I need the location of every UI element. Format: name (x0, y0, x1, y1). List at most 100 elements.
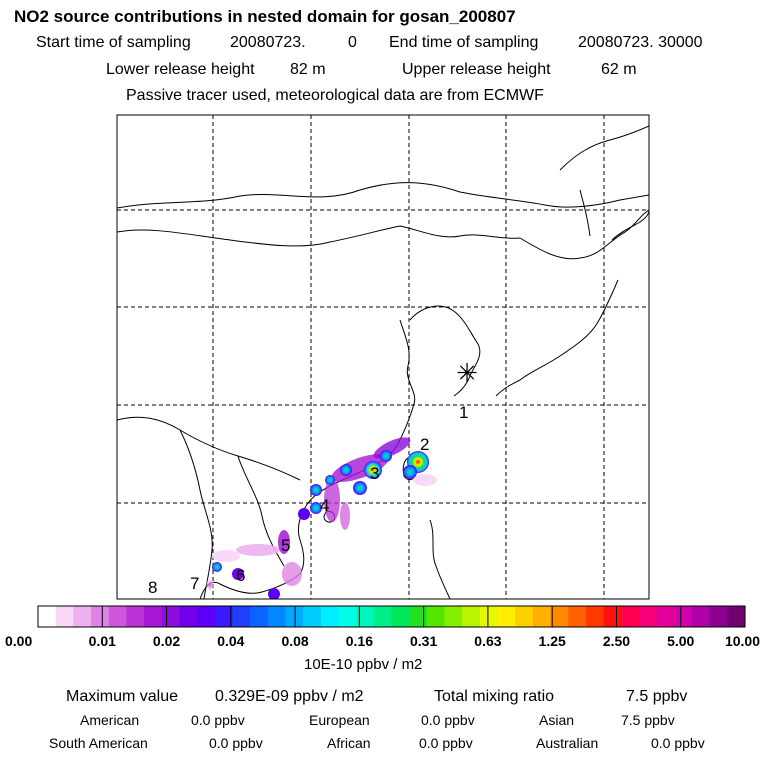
chart-title: NO2 source contributions in nested domai… (14, 7, 516, 26)
plume-blob (232, 568, 244, 580)
plume-hotspot (380, 450, 392, 462)
colorbar (37, 605, 746, 628)
colorbar-swatch (462, 606, 481, 627)
colorbar-swatch (497, 606, 516, 627)
border-tibet (117, 416, 301, 481)
colorbar-swatch (179, 606, 198, 627)
colorbar-swatch (108, 606, 127, 627)
colorbar-swatch (409, 606, 428, 627)
colorbar-swatch (479, 606, 499, 627)
region-value: 0.0 ppbv (421, 712, 475, 728)
max-value: 0.329E-09 ppbv / m2 (215, 688, 364, 705)
region-value: 0.0 ppbv (209, 735, 263, 751)
map-frame (116, 114, 650, 600)
japan-kyushu (495, 379, 521, 397)
colorbar-swatch (656, 606, 675, 627)
colorbar-tick-label: 5.00 (667, 633, 694, 649)
colorbar-swatch (303, 606, 322, 627)
colorbar-swatch (727, 606, 746, 627)
receptor-marker-icon: ✳ (456, 359, 478, 389)
colorbar-swatch (73, 606, 92, 627)
region-name: American (80, 712, 140, 728)
colorbar-swatch (356, 606, 375, 627)
plume-hotspot (310, 484, 322, 496)
source-label: 4 (320, 496, 329, 515)
plume-field (206, 437, 437, 599)
region-value: 0.0 ppbv (651, 735, 705, 751)
colorbar-swatch (250, 606, 269, 627)
source-label: 5 (281, 536, 290, 555)
plume-hotspot (298, 508, 310, 520)
colorbar-swatch (532, 606, 552, 627)
lat-lon-grid (117, 115, 649, 599)
total-mixing-value: 7.5 ppbv (626, 688, 688, 705)
japan-hokkaido (611, 209, 649, 241)
start-time-value: 20080723. (230, 34, 306, 51)
colorbar-swatch (550, 606, 569, 627)
colorbar-swatch (674, 606, 693, 627)
region-name: Asian (539, 712, 575, 728)
end-time-label: End time of sampling (389, 34, 539, 51)
japan-honshu (519, 279, 619, 381)
colorbar-tick-label: 0.08 (281, 633, 308, 649)
colorbar-swatch (144, 606, 163, 627)
colorbar-tick-label: 0.01 (89, 633, 116, 649)
plume-blob (212, 550, 240, 562)
coastline-north (117, 182, 649, 209)
plume-blob (268, 588, 280, 599)
colorbar-swatch (585, 606, 605, 627)
source-label: 1 (459, 403, 468, 422)
plume-blob (236, 544, 280, 556)
start-time-label: Start time of sampling (36, 34, 191, 51)
region-value: 0.0 ppbv (419, 735, 473, 751)
colorbar-swatch (285, 606, 304, 627)
source-label: 7 (190, 574, 199, 593)
plume-hotspot (325, 475, 335, 485)
coastline-korea (409, 305, 481, 397)
end-time-value: 20080723. 30000 (578, 34, 703, 51)
plume-blob (413, 474, 437, 486)
plume-blob (206, 579, 214, 591)
colorbar-swatch (267, 606, 286, 627)
colorbar-swatch (568, 606, 587, 627)
colorbar-swatch (373, 606, 392, 627)
lower-height-label: Lower release height (106, 61, 255, 78)
colorbar-swatch (232, 606, 251, 627)
colorbar-swatch (91, 606, 110, 627)
region-value: 0.0 ppbv (191, 712, 245, 728)
colorbar-swatch (161, 606, 180, 627)
colorbar-swatch (444, 606, 463, 627)
colorbar-unit-label: 10E-10 ppbv / m2 (304, 656, 423, 673)
region-name: South American (49, 735, 148, 751)
kamchatka (559, 125, 649, 171)
colorbar-swatch (320, 606, 339, 627)
plume-hotspot (310, 502, 322, 514)
colorbar-tick-label: 0.63 (474, 633, 501, 649)
colorbar-swatch (391, 606, 410, 627)
start-time-hour: 0 (348, 34, 357, 51)
colorbar-tick-label: 0.04 (217, 633, 244, 649)
plume-hotspot (353, 481, 367, 495)
region-name: African (327, 735, 371, 751)
max-value-label: Maximum value (66, 688, 179, 705)
border-mongolia (117, 225, 521, 247)
region-name: European (309, 712, 370, 728)
colorbar-ticks: 0.00 0.01 0.02 0.04 0.08 0.16 0.31 0.63 1.25 2.50… (5, 633, 760, 649)
plume-hotspot (340, 464, 352, 476)
source-label: 8 (148, 578, 157, 597)
colorbar-swatch (621, 606, 640, 627)
colorbar-swatch (426, 606, 446, 627)
upper-height-value: 62 m (601, 61, 637, 78)
colorbar-swatch (214, 606, 233, 627)
colorbar-tick-label: 0.31 (410, 633, 437, 649)
region-value: 7.5 ppbv (621, 712, 675, 728)
plume-hotspot (364, 461, 382, 479)
plume-hotspot (212, 562, 222, 572)
colorbar-swatch (709, 606, 728, 627)
colorbar-swatch (691, 606, 711, 627)
border-myanmar (179, 429, 213, 599)
colorbar-swatch (38, 606, 57, 627)
sakhalin (579, 189, 591, 237)
plume-blob (278, 530, 290, 554)
source-label: 6 (236, 566, 245, 585)
